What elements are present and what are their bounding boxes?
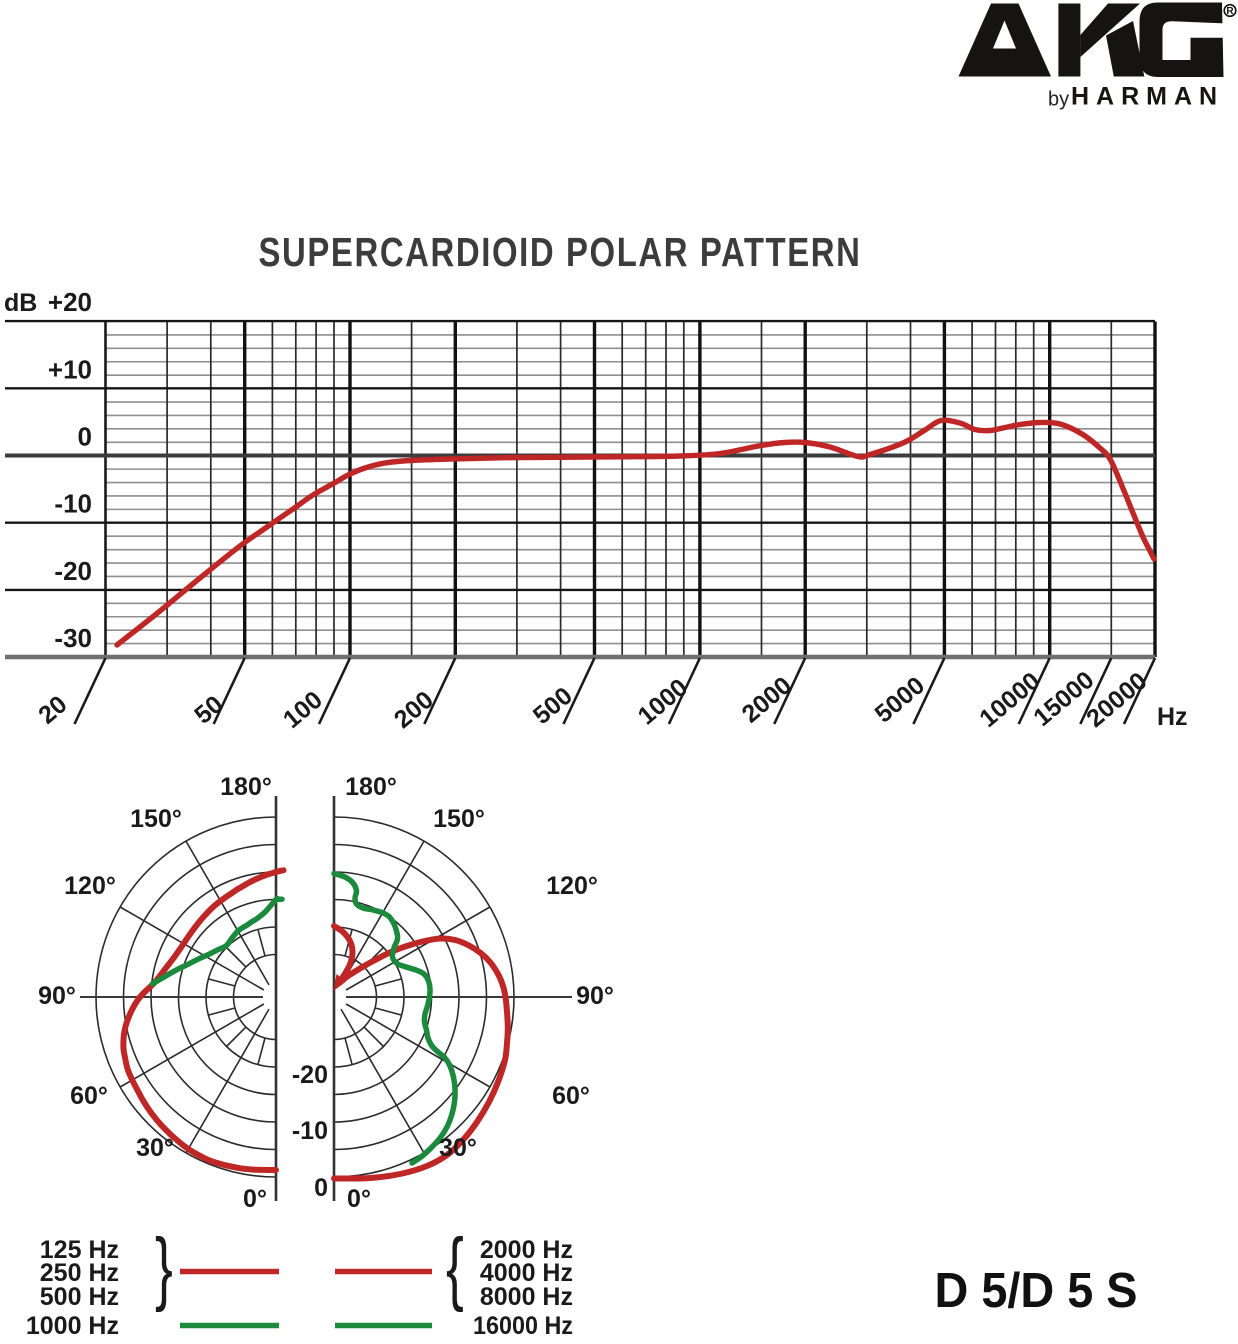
- svg-text:60°: 60°: [552, 1082, 590, 1110]
- svg-text:0°: 0°: [347, 1185, 371, 1213]
- svg-text:1000 Hz: 1000 Hz: [26, 1312, 119, 1340]
- svg-text:30°: 30°: [439, 1134, 477, 1162]
- svg-text:120°: 120°: [546, 872, 598, 900]
- svg-text:30°: 30°: [136, 1134, 174, 1162]
- svg-text:180°: 180°: [345, 773, 397, 801]
- svg-text:D 5/D 5 S: D 5/D 5 S: [935, 1264, 1138, 1318]
- svg-text:90°: 90°: [576, 982, 614, 1010]
- svg-text:by: by: [1048, 89, 1069, 111]
- svg-text:+20: +20: [48, 287, 92, 317]
- svg-text:4000 Hz: 4000 Hz: [480, 1259, 573, 1287]
- svg-text:180°: 180°: [220, 773, 272, 801]
- svg-text:-30: -30: [54, 623, 92, 653]
- svg-text:8000 Hz: 8000 Hz: [480, 1283, 573, 1311]
- svg-text:125 Hz: 125 Hz: [40, 1236, 119, 1264]
- svg-text:250 Hz: 250 Hz: [40, 1259, 119, 1287]
- svg-text:Hz: Hz: [1157, 703, 1188, 731]
- svg-text:-10: -10: [54, 489, 92, 519]
- svg-text:dB: dB: [4, 289, 37, 317]
- svg-text:2000 Hz: 2000 Hz: [480, 1236, 573, 1264]
- svg-text:SUPERCARDIOID POLAR PATTERN: SUPERCARDIOID POLAR PATTERN: [259, 229, 862, 275]
- svg-text:150°: 150°: [433, 805, 485, 833]
- svg-text:{: {: [446, 1220, 464, 1312]
- svg-text:60°: 60°: [70, 1082, 108, 1110]
- svg-text:HARMAN: HARMAN: [1071, 83, 1224, 111]
- svg-text:0°: 0°: [243, 1185, 267, 1213]
- svg-text:-20: -20: [292, 1061, 328, 1089]
- svg-text:500 Hz: 500 Hz: [40, 1283, 119, 1311]
- svg-text:150°: 150°: [130, 805, 182, 833]
- svg-text:0: 0: [314, 1174, 328, 1202]
- svg-text:0: 0: [78, 422, 92, 452]
- svg-text:-10: -10: [292, 1117, 328, 1145]
- svg-text:+10: +10: [48, 354, 92, 384]
- svg-text:90°: 90°: [38, 982, 76, 1010]
- svg-text:}: }: [155, 1220, 173, 1312]
- svg-text:16000 Hz: 16000 Hz: [473, 1312, 573, 1340]
- svg-text:R: R: [1226, 6, 1234, 17]
- svg-text:120°: 120°: [64, 872, 116, 900]
- svg-text:-20: -20: [54, 556, 92, 586]
